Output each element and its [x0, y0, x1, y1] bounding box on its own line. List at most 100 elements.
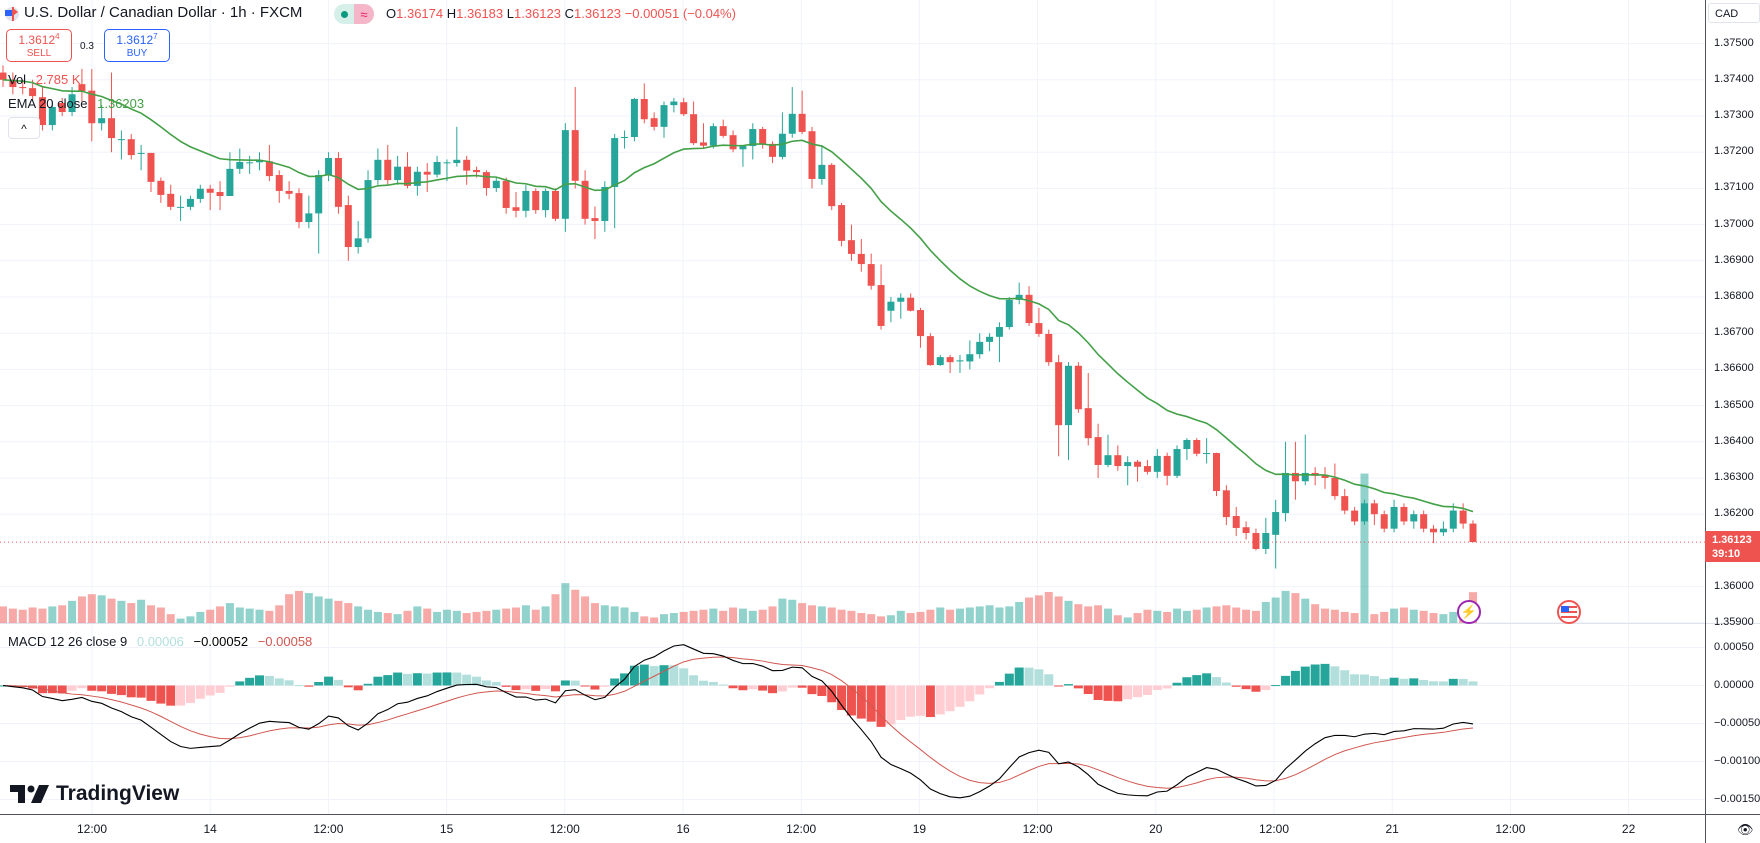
volume-bar: [1182, 610, 1191, 623]
time-tick: 12:00: [1022, 822, 1053, 836]
candle-body: [206, 188, 214, 193]
macd-hist-bar: [442, 672, 452, 686]
macd-hist-bar: [126, 685, 136, 698]
macd-legend-label: MACD 12 26 close 9: [8, 634, 128, 649]
open-value: 1.36174: [396, 6, 444, 21]
lightning-icon[interactable]: ⚡: [1457, 600, 1481, 624]
candle: [1203, 438, 1211, 464]
candle-body: [433, 161, 441, 175]
price-tick: 1.37500: [1714, 36, 1754, 49]
volume-bar: [936, 607, 945, 623]
candle: [749, 123, 757, 160]
candle: [48, 101, 56, 131]
price-tick: 1.36300: [1714, 471, 1754, 483]
macd-tick: −0.00050: [1714, 716, 1760, 729]
candle-body: [1065, 365, 1073, 426]
macd-hist-bar: [1468, 681, 1478, 686]
price-tick: 1.36400: [1714, 434, 1754, 447]
candle: [1074, 362, 1082, 413]
candle-body: [1242, 527, 1250, 534]
candle: [561, 123, 569, 232]
macd-hist-bar: [827, 685, 837, 703]
candle-body: [1321, 474, 1329, 478]
macd-hist-bar: [156, 685, 166, 704]
candle-body: [611, 138, 619, 187]
candle-body: [1015, 294, 1023, 300]
macd-hist-bar: [1389, 677, 1399, 686]
volume-bar: [738, 608, 747, 623]
candle-body: [1449, 510, 1457, 529]
macd-tick: 0.00000: [1714, 678, 1754, 691]
candle-body: [167, 193, 175, 207]
macd-hist-bar: [235, 681, 245, 686]
candle: [1035, 307, 1043, 337]
candle-body: [364, 180, 372, 239]
volume-bar: [1173, 608, 1182, 623]
candle-body: [1430, 528, 1438, 533]
candle-body: [798, 113, 806, 132]
candle: [147, 152, 155, 193]
volume-bar: [1321, 608, 1330, 623]
ema-legend[interactable]: EMA 20 close 1.36203: [8, 96, 144, 111]
macd-hist-bar: [768, 685, 778, 694]
price-tick: 1.37300: [1714, 109, 1754, 121]
candle: [828, 163, 836, 211]
candle: [334, 152, 342, 214]
symbol-title[interactable]: U.S. Dollar / Canadian Dollar · 1h · FXC…: [24, 4, 303, 21]
macd-hist-bar: [1350, 674, 1360, 686]
market-status[interactable]: ≈: [334, 4, 374, 24]
candle: [1430, 525, 1438, 544]
macd-hist-bar: [837, 685, 847, 711]
candle-body: [887, 301, 895, 311]
low-value: 1.36123: [514, 6, 561, 21]
volume-bar: [452, 610, 461, 623]
volume-legend[interactable]: Vol 2.785 K: [8, 72, 81, 87]
market-open-icon: [334, 4, 354, 24]
volume-bar: [995, 607, 1004, 623]
macd-hist-bar: [1024, 667, 1034, 686]
macd-hist-bar: [550, 685, 560, 692]
candle: [818, 144, 826, 185]
collapse-legend-button[interactable]: ^: [8, 117, 40, 139]
eye-icon[interactable]: 👁: [1737, 822, 1754, 837]
macd-hist-bar: [639, 664, 649, 686]
candle-body: [394, 166, 402, 181]
sell-button[interactable]: 1.36124 SELL: [6, 29, 72, 62]
candle: [917, 307, 925, 348]
price-tick: 1.37200: [1714, 145, 1754, 158]
volume-bar: [383, 613, 392, 623]
macd-legend[interactable]: MACD 12 26 close 9 0.00006 −0.00052 −0.0…: [8, 634, 312, 649]
candle: [887, 297, 895, 323]
candle: [1143, 459, 1151, 475]
candle: [1212, 452, 1220, 497]
macd-hist-bar: [107, 685, 117, 694]
candle-body: [749, 129, 757, 147]
candle: [1380, 510, 1388, 533]
ema-line: [2, 79, 1474, 513]
volume-bar: [1113, 615, 1122, 623]
candle: [1449, 503, 1457, 533]
us-flag-event-icon[interactable]: [1557, 600, 1581, 624]
macd-hist-bar: [1004, 673, 1014, 686]
volume-bar: [1153, 610, 1162, 623]
volume-bar: [1380, 611, 1389, 623]
buy-button[interactable]: 1.36127 BUY: [104, 29, 170, 62]
currency-selector[interactable]: CAD: [1708, 3, 1760, 23]
volume-bar: [561, 583, 570, 623]
candle: [670, 97, 678, 113]
macd-hist-bar: [945, 685, 955, 712]
tradingview-logo[interactable]: TradingView: [10, 782, 179, 806]
price-tick: 1.36900: [1714, 253, 1754, 266]
candle: [206, 184, 214, 211]
candle: [19, 79, 27, 95]
candle: [256, 152, 264, 171]
candle: [364, 170, 372, 243]
candle-body: [1163, 455, 1171, 476]
candle-body: [877, 285, 885, 326]
candle-body: [295, 193, 303, 223]
candle-body: [571, 130, 579, 181]
candle-body: [147, 152, 155, 182]
macd-hist-bar: [1123, 685, 1133, 700]
macd-hist-bar: [1261, 685, 1271, 691]
